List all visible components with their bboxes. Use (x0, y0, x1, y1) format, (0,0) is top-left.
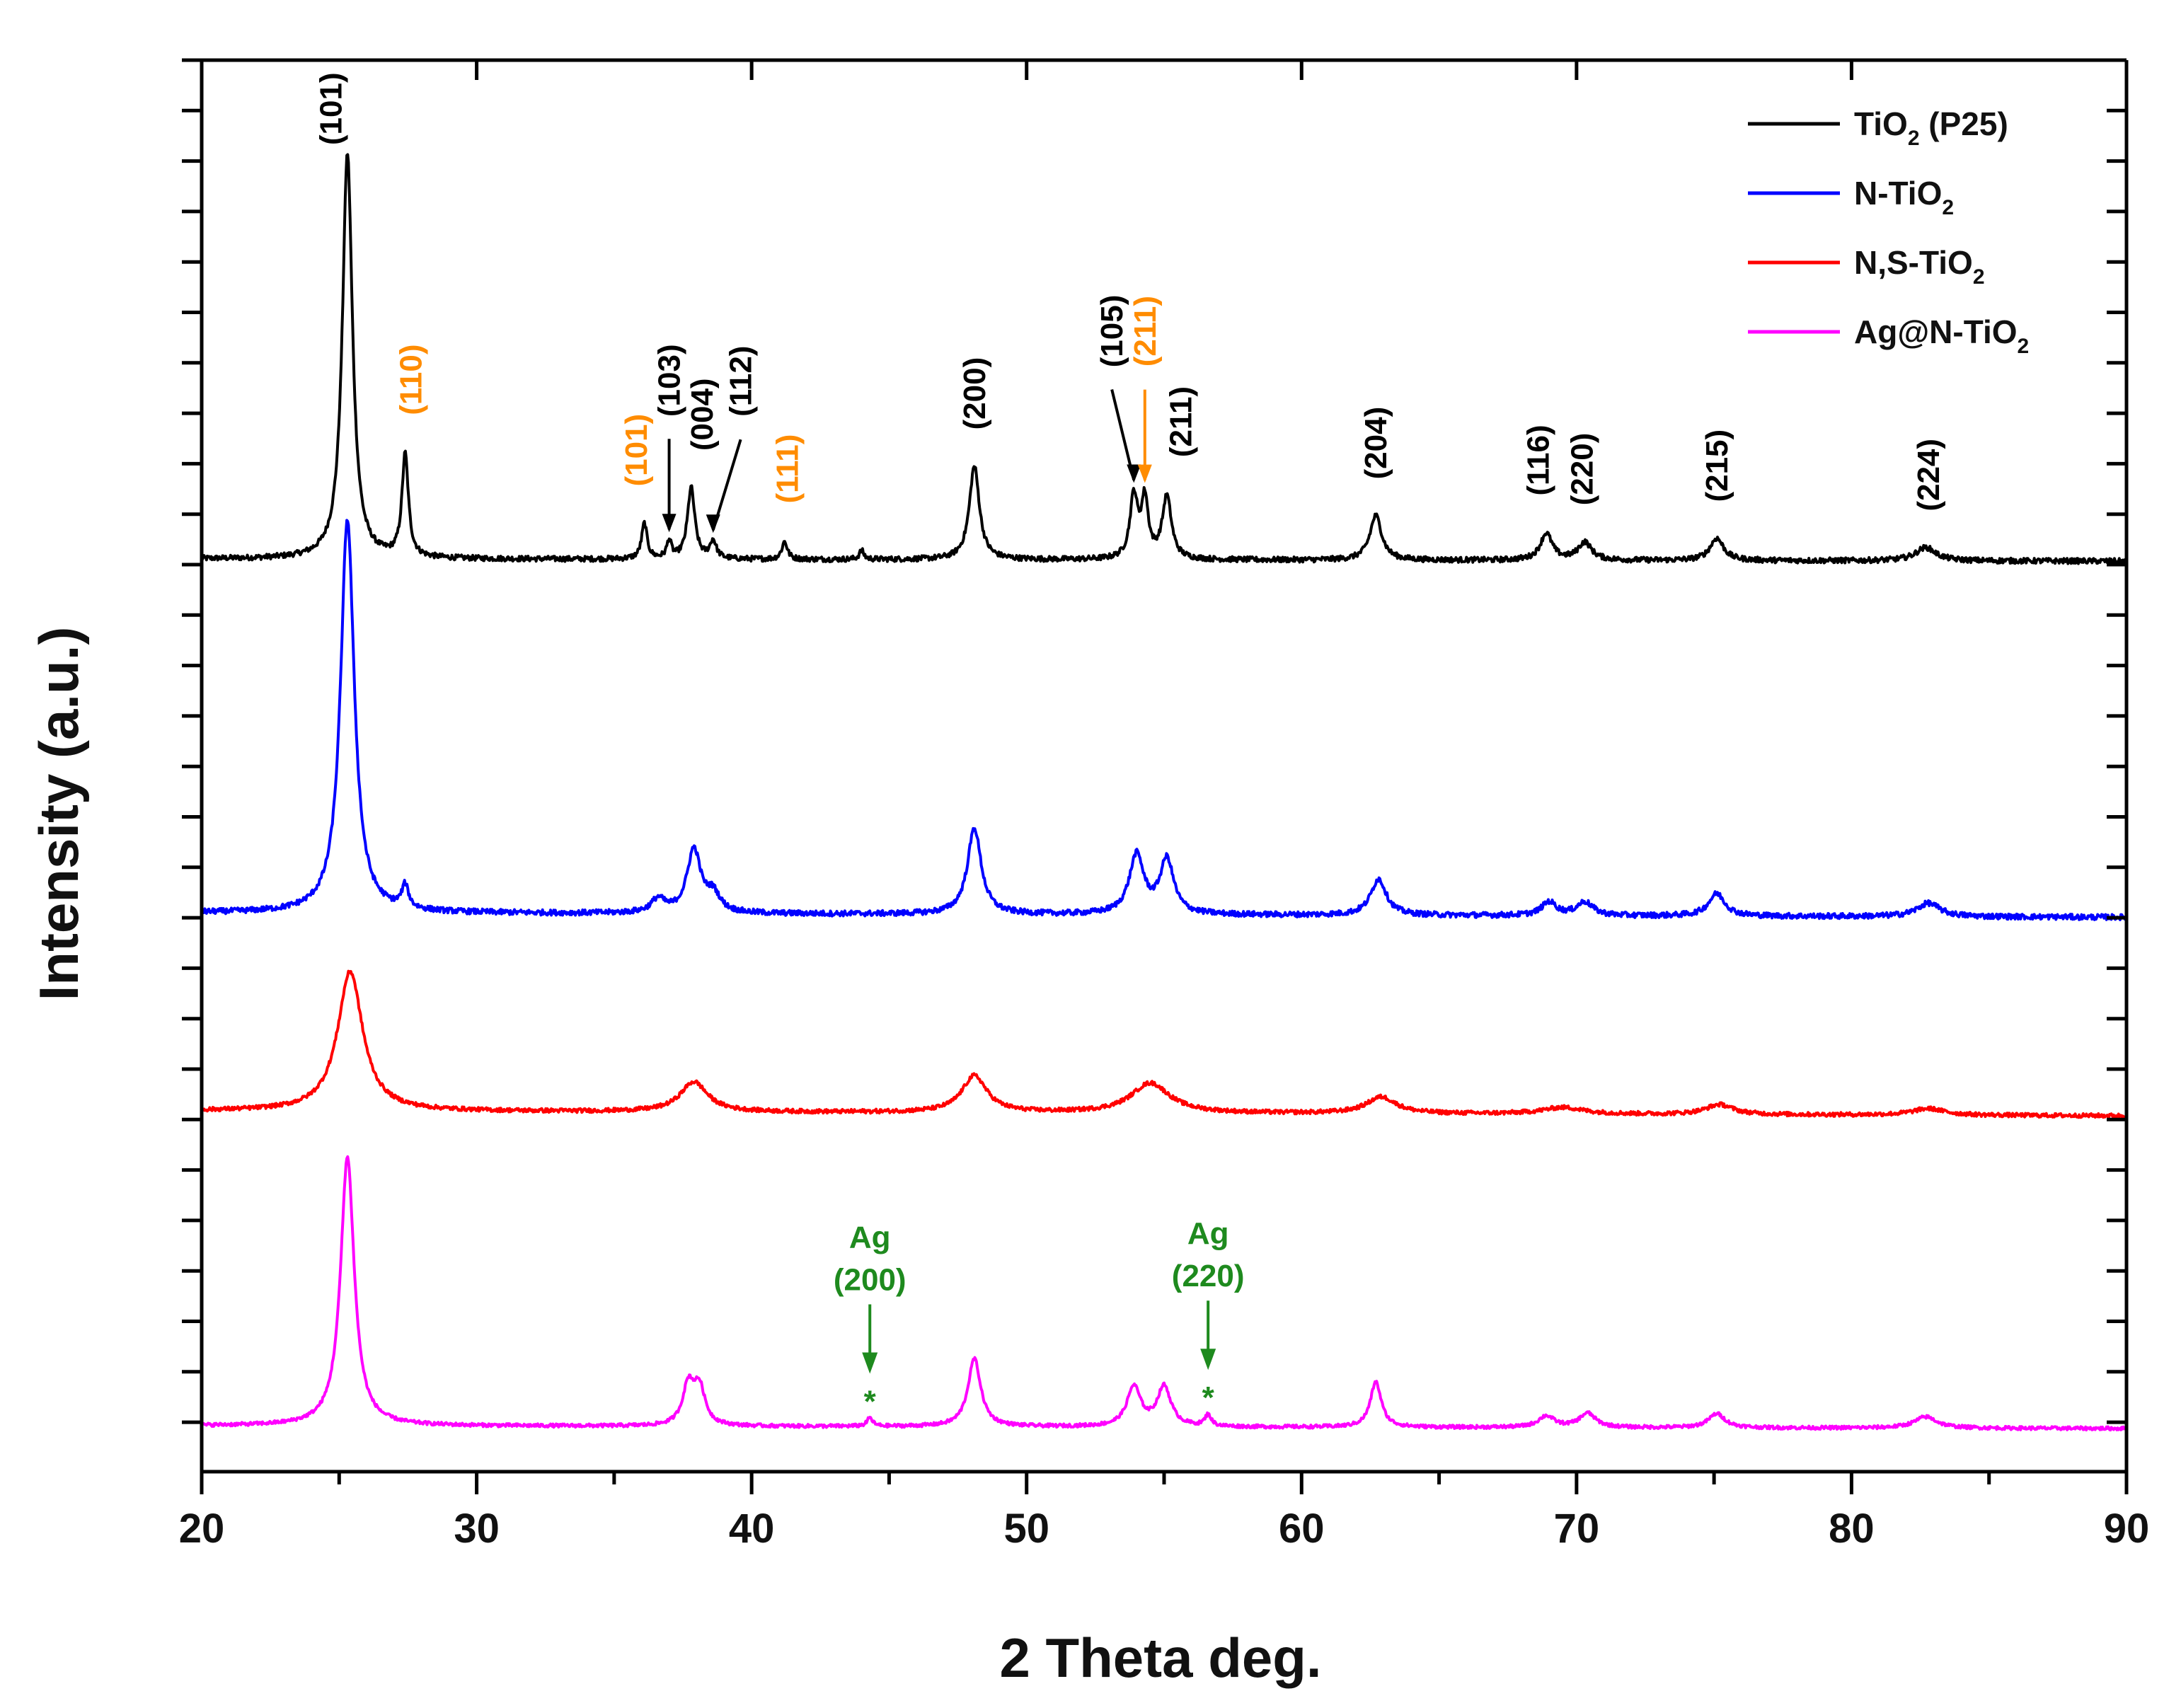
peak-label: (110) (393, 344, 428, 415)
ag-label: Ag (849, 1220, 891, 1254)
series-line-3 (200, 969, 2127, 1119)
ag-star-marker: * (1202, 1380, 1215, 1415)
peak-arrow-head (706, 514, 720, 533)
legend-entry: TiO2 (P25) (1854, 105, 2008, 150)
legend-entry: N,S-TiO2 (1854, 244, 1985, 289)
x-tick-label: 20 (179, 1506, 225, 1552)
x-tick-label: 60 (1279, 1506, 1325, 1552)
peak-arrow-head (1127, 464, 1141, 483)
peak-label: (200) (957, 357, 992, 430)
x-tick-label: 30 (454, 1506, 500, 1552)
x-tick-label: 40 (729, 1506, 775, 1552)
x-axis-title: 2 Theta deg. (999, 1627, 1321, 1689)
series-layer (200, 153, 2128, 1432)
x-tick-label: 70 (1554, 1506, 1600, 1552)
ag-label: Ag (1187, 1216, 1229, 1251)
peak-arrow-head (662, 514, 677, 533)
y-axis-title: Intensity (a.u.) (28, 627, 90, 1001)
peak-label: (105) (1095, 295, 1129, 368)
x-tick-label: 50 (1003, 1506, 1049, 1552)
peak-label: (004) (685, 378, 720, 451)
annotation-layer: (101)(110)(101)(103)(004) (112)(111)(200)… (314, 72, 1947, 1419)
peak-label: (116) (1521, 425, 1555, 495)
peak-label: (224) (1911, 439, 1946, 512)
legend-entry: Ag@N-TiO2 (1854, 313, 2029, 358)
x-tick-label: 90 (2104, 1506, 2150, 1552)
peak-arrow-head (1137, 464, 1152, 483)
peak-label: (215) (1700, 429, 1734, 502)
legend-entry: N-TiO2 (1854, 175, 1954, 219)
peak-label: (112) (724, 346, 759, 417)
peak-label: (111) (771, 434, 805, 504)
axes-layer: 20 30 40 50 60 70 80 90 (179, 58, 2150, 1552)
peak-label: (204) (1359, 407, 1393, 480)
peak-label: (220) (1565, 433, 1600, 506)
x-tick-label: 80 (1829, 1506, 1875, 1552)
series-line-2 (201, 519, 2128, 921)
ag-index-label: (200) (834, 1262, 907, 1297)
ag-index-label: (220) (1172, 1259, 1245, 1293)
ag-arrow-head (1200, 1349, 1216, 1371)
series-line-4 (200, 1155, 2127, 1432)
peak-label: (101) (314, 72, 349, 145)
legend: TiO2 (P25) N-TiO2 N,S-TiO2 Ag@N-TiO2 (1748, 105, 2029, 358)
peak-label: (211) (1163, 386, 1198, 457)
peak-label: (103) (652, 344, 687, 417)
peak-label: (101) (619, 414, 654, 487)
peak-label: (211) (1128, 296, 1163, 367)
ag-star-marker: * (864, 1384, 877, 1419)
ag-arrow-head (862, 1352, 878, 1374)
series-line-1 (200, 153, 2127, 565)
